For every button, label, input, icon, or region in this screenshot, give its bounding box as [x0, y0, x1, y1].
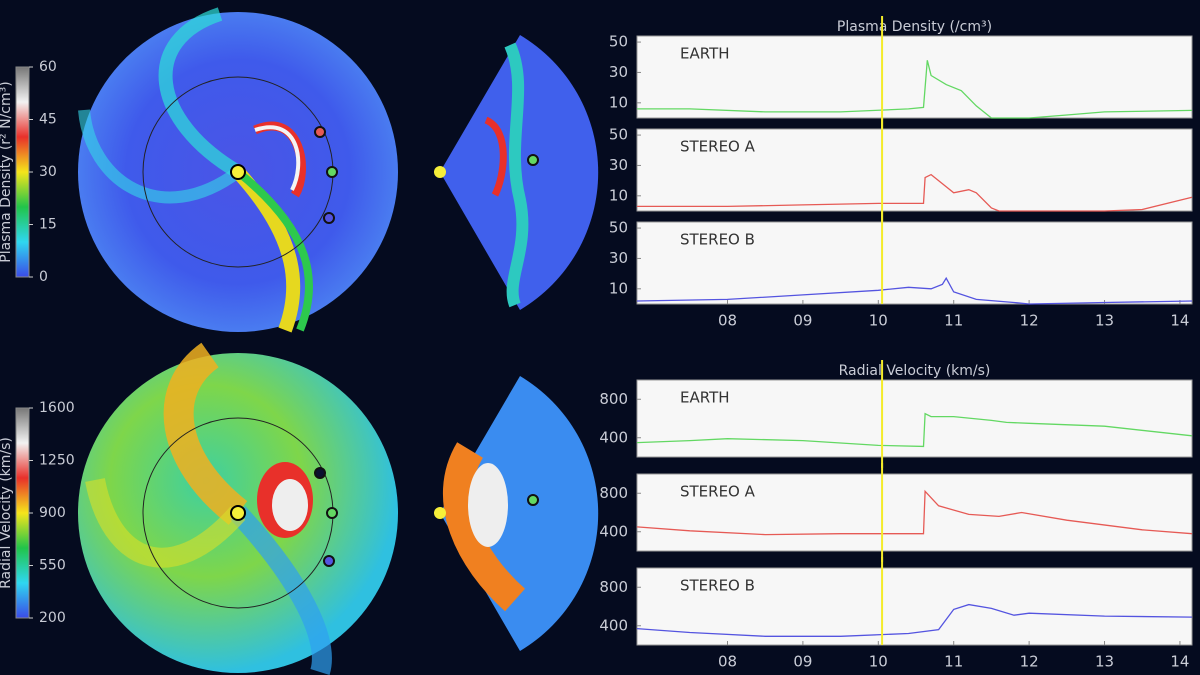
y-tick-label: 50 [609, 219, 628, 237]
y-tick-label: 800 [599, 578, 628, 596]
velocity-simulation [78, 342, 599, 675]
colorbar-tick-label: 550 [39, 558, 66, 574]
colorbar-tick-label: 1600 [39, 400, 75, 416]
x-tick-label: 10 [869, 312, 888, 330]
chart-title: Plasma Density (/cm³) [837, 19, 992, 35]
colorbar-tick-label: 900 [39, 505, 66, 521]
colorbar-tick-label: 45 [39, 112, 57, 128]
y-tick-label: 30 [609, 63, 628, 81]
x-tick-label: 12 [1020, 653, 1039, 671]
y-tick-label: 10 [609, 279, 628, 297]
x-tick-label: 12 [1020, 312, 1039, 330]
x-tick-label: 09 [793, 653, 812, 671]
y-tick-label: 10 [609, 186, 628, 204]
y-tick-label: 800 [599, 390, 628, 408]
panel [636, 128, 1193, 212]
colorbar-tick-label: 30 [39, 164, 57, 180]
x-tick-label: 13 [1095, 312, 1114, 330]
panel [636, 379, 1193, 458]
y-tick-label: 50 [609, 126, 628, 144]
colorbar-tick-label: 1250 [39, 453, 75, 469]
y-tick-label: 400 [599, 522, 628, 540]
panel [636, 221, 1193, 305]
y-tick-label: 400 [599, 616, 628, 634]
colorbar-label: Radial Velocity (km/s) [0, 437, 14, 589]
legend-label: STEREO B [680, 231, 755, 249]
colorbar-tick-label: 15 [39, 217, 57, 233]
y-tick-label: 30 [609, 249, 628, 267]
data-line [637, 60, 1193, 119]
legend-label: EARTH [680, 45, 730, 63]
legend-label: STEREO A [680, 138, 756, 156]
x-tick-label: 08 [718, 312, 737, 330]
panel [636, 473, 1193, 552]
x-tick-label: 09 [793, 312, 812, 330]
y-tick-label: 800 [599, 484, 628, 502]
x-tick-label: 11 [944, 312, 963, 330]
x-tick-label: 08 [718, 653, 737, 671]
panel [636, 35, 1193, 119]
data-line [636, 276, 1193, 305]
y-tick-label: 50 [609, 33, 628, 51]
x-tick-label: 14 [1170, 312, 1189, 330]
x-tick-label: 11 [944, 653, 963, 671]
y-tick-label: 30 [609, 156, 628, 174]
density-simulation [78, 7, 599, 333]
data-line [636, 489, 1193, 536]
colorbar-tick-label: 0 [39, 269, 48, 285]
y-tick-label: 10 [609, 93, 628, 111]
x-tick-label: 13 [1095, 653, 1114, 671]
colorbar [15, 407, 30, 619]
legend-label: STEREO B [680, 577, 755, 595]
x-tick-label: 14 [1170, 653, 1189, 671]
data-line [637, 173, 1193, 212]
y-tick-label: 400 [599, 428, 628, 446]
colorbar [15, 66, 30, 278]
colorbar-tick-label: 200 [39, 610, 66, 626]
x-tick-label: 10 [869, 653, 888, 671]
legend-label: STEREO A [680, 483, 756, 501]
data-line [636, 603, 1193, 637]
colorbar-tick-label: 60 [39, 59, 57, 75]
data-line [636, 412, 1193, 448]
colorbar-label: Plasma Density (r² N/cm³) [0, 81, 14, 262]
legend-label: EARTH [680, 389, 730, 407]
chart-title: Radial Velocity (km/s) [839, 363, 991, 379]
